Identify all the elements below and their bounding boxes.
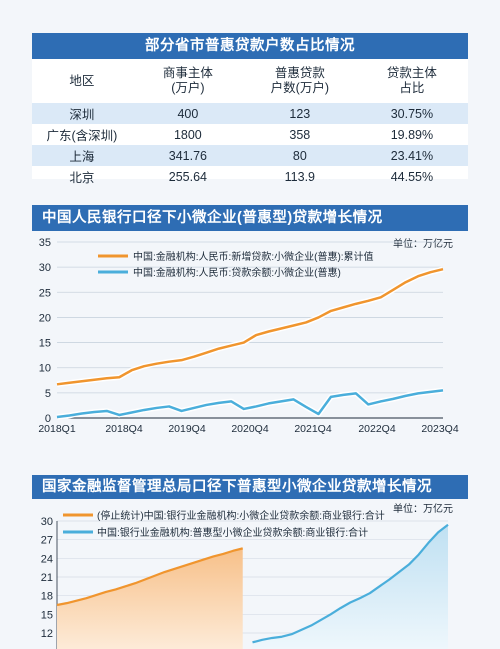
y-tick-label: 35 (39, 237, 51, 249)
table-cell: 341.76 (131, 145, 244, 166)
table-cell: 358 (289, 127, 311, 142)
table-cell: 123 (243, 103, 356, 124)
table-cell: 1800 (173, 127, 202, 142)
series-line (56, 267, 444, 386)
chart1-unit: 单位：万亿元 (393, 239, 453, 250)
y-tick-label: 5 (45, 388, 51, 400)
table-title: 部分省市普惠贷款户数占比情况 (32, 33, 468, 59)
y-tick-label: 24 (41, 553, 53, 565)
x-tick-label: 2020Q4 (231, 423, 269, 435)
table-header-row: 地区 商事主体 (万户) 普惠贷款 户数(万户) 贷款主体 占比 (32, 59, 468, 103)
series-area (252, 524, 448, 649)
legend-label: (停止统计)中国:银行业金融机构:小微企业贷款余额:商业银行:合计 (97, 509, 385, 522)
table-cell: 400 (131, 103, 244, 124)
series-line (252, 523, 449, 644)
series-line (56, 389, 444, 419)
loan-ratio-table: 地区 商事主体 (万户) 普惠贷款 户数(万户) 贷款主体 占比 深 (32, 59, 468, 187)
y-tick-label: 15 (39, 338, 51, 350)
legend-label: 中国:银行业金融机构:普惠型小微企业贷款余额:商业银行:合计 (97, 526, 368, 539)
table-cell: 广东(含深圳) (46, 129, 118, 143)
table-cell: 44.55% (390, 169, 434, 184)
chart1-panel: 中国人民银行口径下小微企业(普惠型)贷款增长情况 (32, 205, 468, 438)
y-tick-label: 21 (41, 572, 53, 584)
y-tick-label: 0 (45, 413, 51, 425)
table-header-cell: 贷款主体 占比 (355, 59, 468, 103)
table-cell: 上海 (32, 145, 132, 166)
legend-label: 中国:金融机构:人民币:新增贷款:小微企业(普惠):累计值 (133, 250, 374, 263)
y-tick-label: 20 (39, 312, 51, 324)
chart1-title: 中国人民银行口径下小微企业(普惠型)贷款增长情况 (32, 205, 468, 231)
y-tick-label: 30 (39, 262, 51, 274)
table-cell: 255.64 (168, 169, 207, 184)
table-row: 北京 255.64 113.9 44.55% (32, 166, 468, 187)
table-cell: 深圳 (32, 103, 132, 124)
table-row: 深圳 400 123 30.75% (32, 103, 468, 124)
y-tick-label: 18 (41, 591, 53, 603)
x-tick-label: 2021Q4 (294, 423, 332, 435)
series-area (57, 548, 243, 649)
x-tick-label: 2023Q4 (421, 423, 459, 435)
table-cell: 80 (243, 145, 356, 166)
chart2-unit: 单位：万亿元 (393, 504, 453, 515)
table-header-cell: 普惠贷款 户数(万户) (243, 59, 356, 103)
legend-label: 中国:金融机构:人民币:贷款余额:小微企业(普惠) (133, 266, 341, 279)
chart2-title: 国家金融监督管理总局口径下普惠型小微企业贷款增长情况 (32, 475, 468, 499)
table-cell: 113.9 (284, 169, 316, 184)
x-tick-label: 2018Q4 (105, 423, 143, 435)
y-tick-label: 10 (39, 363, 51, 375)
table-cell: 23.41% (355, 145, 468, 166)
x-tick-label: 2019Q4 (168, 423, 206, 435)
y-tick-label: 30 (41, 516, 53, 528)
y-tick-label: 12 (41, 628, 53, 640)
table-header-cell: 商事主体 (万户) (131, 59, 244, 103)
table-row: 上海 341.76 80 23.41% (32, 145, 468, 166)
series-line (56, 547, 243, 607)
x-tick-label: 2018Q1 (38, 423, 76, 435)
table-row: 广东(含深圳) 1800 358 19.89% (32, 124, 468, 145)
y-tick-label: 25 (39, 287, 51, 299)
y-tick-label: 15 (41, 609, 53, 621)
table-cell: 19.89% (390, 127, 434, 142)
x-tick-label: 2022Q4 (358, 423, 396, 435)
table-header-cell: 地区 (32, 59, 132, 103)
table-cell: 北京 (69, 171, 95, 185)
table-panel: 部分省市普惠贷款户数占比情况 地区 商事主体 (万户) 普惠贷款 户数(万户) … (32, 33, 468, 185)
y-tick-label: 27 (41, 535, 53, 547)
table-cell: 30.75% (355, 103, 468, 124)
